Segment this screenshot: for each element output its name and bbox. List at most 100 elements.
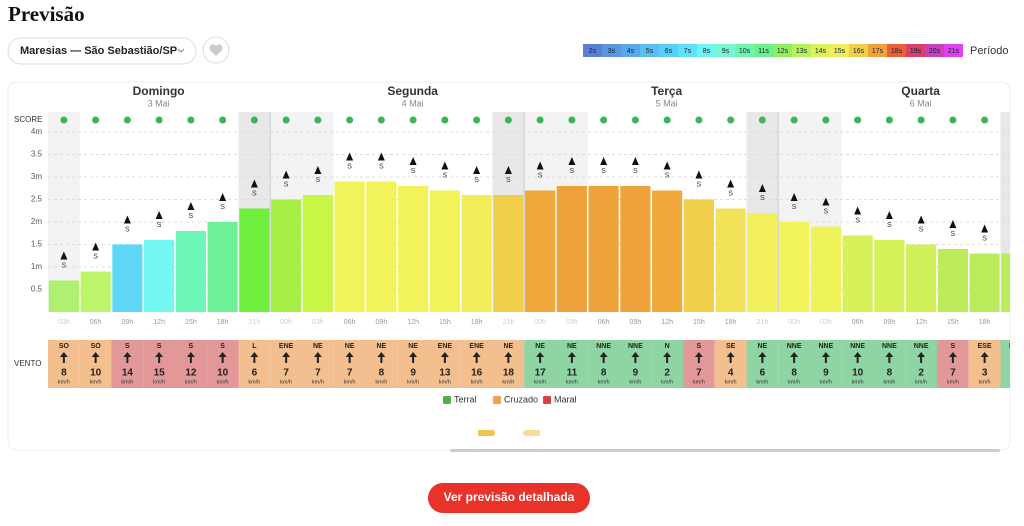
wind-cell xyxy=(175,340,207,388)
wave-bar xyxy=(207,222,238,312)
wave-bar xyxy=(271,199,302,312)
swell-arrow xyxy=(758,184,766,192)
wind-cell xyxy=(429,340,461,388)
time-label: 15h xyxy=(185,319,197,326)
wind-arrow xyxy=(536,352,545,363)
period-swatch xyxy=(621,44,640,57)
wind-direction: S xyxy=(951,343,956,350)
wind-arrow xyxy=(663,352,672,363)
swell-arrow xyxy=(949,220,957,228)
dropdown-caret xyxy=(177,48,185,53)
score-dot xyxy=(695,116,703,124)
time-label: 03h xyxy=(820,319,832,326)
wind-unit: km/h xyxy=(280,379,292,385)
wind-speed: 6 xyxy=(760,368,766,379)
swell-direction: S xyxy=(697,181,702,188)
period-swatch xyxy=(868,44,887,57)
scrollbar[interactable] xyxy=(450,449,1000,452)
day-name: Domingo xyxy=(133,84,185,98)
swell-arrow xyxy=(790,193,798,201)
time-label: 09h xyxy=(630,319,642,326)
swell-direction: S xyxy=(220,204,225,211)
swell-arrow xyxy=(250,179,258,188)
wind-direction: SO xyxy=(59,343,70,350)
swell-direction: S xyxy=(919,226,924,233)
time-label: 06h xyxy=(90,319,102,326)
y-tick-label: 2.5 xyxy=(31,195,43,204)
swell-direction: S xyxy=(347,163,352,170)
swell-direction: S xyxy=(125,226,130,233)
score-label: SCORE xyxy=(14,115,42,124)
wind-unit: km/h xyxy=(915,379,927,385)
wind-arrow xyxy=(504,352,513,363)
period-swatch xyxy=(678,44,697,57)
wave-bar xyxy=(1001,253,1010,312)
wind-arrow xyxy=(377,352,386,363)
score-dot xyxy=(885,116,893,124)
wind-speed: 8 xyxy=(61,368,67,379)
location-text[interactable]: Maresias — São Sebastião/SP xyxy=(20,45,177,57)
period-label: 6s xyxy=(665,48,673,55)
swell-direction: S xyxy=(665,172,670,179)
wind-speed: 10 xyxy=(852,368,864,379)
wave-bar xyxy=(810,226,841,312)
period-label: 16s xyxy=(853,48,865,55)
period-swatch xyxy=(811,44,830,57)
period-label: 13s xyxy=(796,48,808,55)
wind-unit: km/h xyxy=(1010,379,1022,385)
swell-direction: S xyxy=(887,222,892,229)
swell-arrow xyxy=(92,242,100,251)
score-dot xyxy=(790,116,798,124)
wind-cell xyxy=(333,340,366,388)
y-tick-label: 1.5 xyxy=(31,240,43,249)
period-label: 17s xyxy=(872,48,884,55)
wave-bar xyxy=(493,195,524,312)
wind-direction: NNE xyxy=(628,343,643,350)
score-dot xyxy=(949,116,957,124)
swell-arrow xyxy=(377,152,385,161)
swell-direction: S xyxy=(951,231,956,238)
period-swatch xyxy=(583,44,602,57)
wind-unit: km/h xyxy=(248,379,260,385)
wind-direction: NE xyxy=(408,343,418,350)
period-label: 19s xyxy=(910,48,922,55)
wind-speed: 8 xyxy=(379,368,385,379)
time-label: 21h xyxy=(249,319,261,326)
score-dot xyxy=(631,116,639,124)
wind-arrow xyxy=(885,352,894,363)
detail-button[interactable] xyxy=(428,483,590,513)
swell-direction: S xyxy=(316,177,321,184)
wind-cell xyxy=(270,340,302,388)
wind-cell xyxy=(143,340,175,388)
swell-arrow xyxy=(346,152,354,161)
detail-button-text[interactable]: Ver previsão detalhada xyxy=(444,490,575,504)
wind-speed: 12 xyxy=(185,368,197,379)
wind-cell xyxy=(937,340,969,388)
swell-direction: S xyxy=(62,262,67,269)
period-label: 15s xyxy=(834,48,846,55)
period-label: 18s xyxy=(891,48,903,55)
score-dot xyxy=(123,116,131,124)
wave-bar xyxy=(652,190,683,312)
wind-direction: NE xyxy=(377,343,387,350)
swell-arrow xyxy=(854,206,862,215)
wind-direction: NNE xyxy=(787,343,802,350)
wind-arrow xyxy=(726,352,735,363)
wind-unit: km/h xyxy=(598,379,610,385)
score-dot xyxy=(758,116,766,124)
wind-legend-label: Terral xyxy=(454,394,477,404)
wind-cell xyxy=(79,340,112,388)
time-label: 18h xyxy=(979,319,991,326)
location-select[interactable] xyxy=(7,37,197,65)
swell-direction: S xyxy=(824,208,829,215)
wind-arrow xyxy=(155,352,164,363)
wind-unit: km/h xyxy=(629,379,641,385)
swell-arrow xyxy=(981,224,989,233)
wind-cell xyxy=(48,340,80,388)
wind-cell xyxy=(841,340,874,388)
wind-arrow xyxy=(758,352,767,363)
wind-cell xyxy=(1000,340,1010,388)
period-swatch xyxy=(659,44,678,57)
swell-arrow xyxy=(536,161,544,170)
